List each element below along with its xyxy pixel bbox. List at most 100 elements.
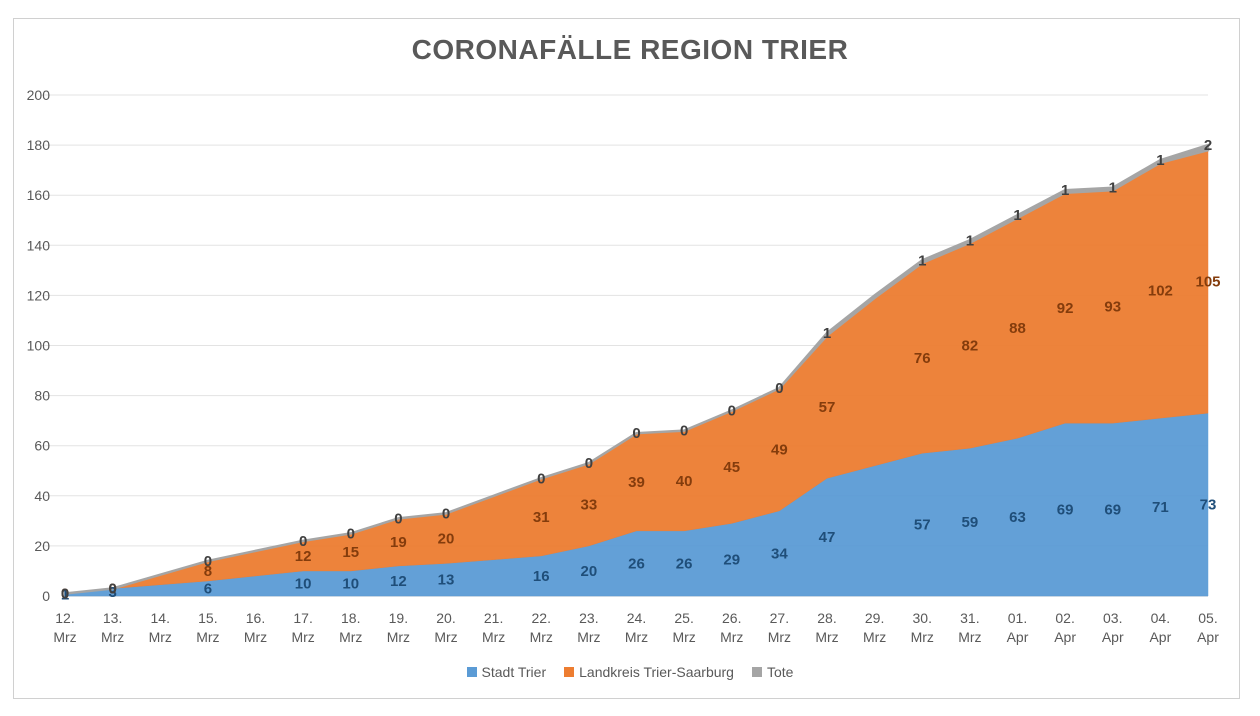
data-label: 3 — [108, 584, 116, 601]
y-tick-label: 80 — [34, 388, 50, 404]
data-label: 69 — [1057, 502, 1074, 519]
data-label: 0 — [680, 423, 688, 440]
data-label: 12 — [295, 548, 312, 565]
data-label: 0 — [108, 580, 116, 597]
data-label: 10 — [342, 575, 359, 592]
legend-item: Tote — [751, 664, 794, 680]
data-label: 73 — [1200, 497, 1217, 514]
legend-swatch — [751, 667, 762, 677]
legend-label: Tote — [766, 664, 794, 680]
y-tick-label: 60 — [34, 438, 50, 454]
data-label: 0 — [347, 525, 355, 542]
data-label: 1 — [1061, 182, 1069, 199]
data-label: 57 — [819, 399, 836, 416]
y-tick-label: 120 — [27, 287, 51, 303]
legend-item: Landkreis Trier-Saarburg — [564, 664, 734, 680]
data-label: 88 — [1009, 320, 1026, 337]
x-tick-label: 23. Mrz — [577, 610, 600, 645]
y-tick-label: 160 — [27, 187, 51, 203]
legend-swatch — [564, 667, 575, 677]
data-label: 12 — [390, 573, 407, 590]
x-tick-label: 31. Mrz — [958, 610, 981, 645]
data-label: 26 — [628, 555, 645, 572]
y-tick-label: 140 — [27, 237, 51, 253]
x-tick-label: 25. Mrz — [672, 610, 695, 645]
x-tick-label: 14. Mrz — [149, 610, 172, 645]
data-label: 76 — [914, 350, 931, 367]
data-label: 102 — [1148, 282, 1173, 299]
y-tick-label: 100 — [27, 338, 51, 354]
data-label: 33 — [581, 497, 598, 514]
data-label: 29 — [723, 552, 740, 569]
x-tick-label: 15. Mrz — [196, 610, 219, 645]
data-label: 0 — [585, 455, 593, 472]
legend-label: Stadt Trier — [481, 664, 547, 680]
x-tick-label: 02. Apr — [1054, 610, 1076, 645]
x-tick-label: 27. Mrz — [768, 610, 791, 645]
y-tick-label: 180 — [27, 137, 51, 153]
x-tick-label: 30. Mrz — [911, 610, 934, 645]
x-tick-label: 29. Mrz — [863, 610, 886, 645]
x-tick-label: 28. Mrz — [815, 610, 838, 645]
x-tick-label: 13. Mrz — [101, 610, 124, 645]
data-label: 31 — [533, 509, 550, 526]
x-axis-ticks: 12. Mrz 13. Mrz 14. Mrz 15. Mrz 16. Mrz 17. Mrz 18. M… — [53, 610, 1219, 645]
data-label: 2 — [1204, 137, 1212, 154]
data-label: 13 — [438, 572, 455, 589]
x-tick-label: 21. Mrz — [482, 610, 505, 645]
data-label: 92 — [1057, 300, 1074, 317]
data-label: 1 — [61, 587, 69, 604]
data-label: 57 — [914, 517, 931, 534]
data-label: 0 — [61, 585, 69, 602]
x-tick-label: 24. Mrz — [625, 610, 648, 645]
data-label: 6 — [204, 580, 212, 597]
x-tick-label: 22. Mrz — [530, 610, 553, 645]
data-label: 26 — [676, 555, 693, 572]
data-label: 1 — [918, 252, 926, 269]
x-tick-label: 17. Mrz — [291, 610, 314, 645]
data-label: 63 — [1009, 509, 1026, 526]
area-tote — [64, 143, 1210, 595]
data-label: 0 — [728, 403, 736, 420]
area-series — [64, 143, 1210, 597]
chart-title: CORONAFÄLLE REGION TRIER — [411, 34, 849, 65]
data-label: 47 — [819, 529, 836, 546]
data-label: 40 — [676, 473, 693, 490]
data-label: 20 — [438, 530, 455, 547]
legend: Stadt Trier Landkreis Trier-Saarburg Tote — [0, 664, 1260, 680]
data-label: 0 — [204, 553, 212, 570]
data-label: 1 — [1013, 207, 1021, 224]
data-label: 0 — [394, 510, 402, 527]
data-label: 59 — [962, 514, 979, 531]
y-tick-label: 200 — [27, 87, 51, 103]
y-axis-ticks: 0 20 40 60 80 100 120 140 160 180 200 — [27, 87, 51, 604]
y-tick-label: 40 — [34, 488, 50, 504]
data-label: 0 — [775, 380, 783, 397]
data-label: 0 — [537, 470, 545, 487]
x-tick-label: 03. Apr — [1102, 610, 1124, 645]
legend-label: Landkreis Trier-Saarburg — [579, 664, 734, 680]
data-label: 10 — [295, 575, 312, 592]
data-label: 0 — [442, 505, 450, 522]
x-tick-label: 01. Apr — [1007, 610, 1029, 645]
data-label: 16 — [533, 568, 550, 585]
data-label: 0 — [299, 533, 307, 550]
data-label: 105 — [1195, 274, 1220, 291]
data-label: 20 — [581, 563, 598, 580]
data-label: 1 — [1156, 152, 1164, 169]
data-label: 82 — [962, 338, 979, 355]
y-tick-label: 20 — [34, 538, 50, 554]
x-tick-label: 19. Mrz — [387, 610, 410, 645]
data-label: 0 — [108, 580, 116, 597]
x-tick-label: 18. Mrz — [339, 610, 362, 645]
x-tick-label: 20. Mrz — [434, 610, 457, 645]
data-label: 69 — [1104, 502, 1121, 519]
data-label: 1 — [823, 325, 831, 342]
data-label: 49 — [771, 441, 788, 458]
data-label: 45 — [723, 459, 740, 476]
x-tick-label: 05. Apr — [1197, 610, 1219, 645]
x-tick-label: 16. Mrz — [244, 610, 267, 645]
data-label: 19 — [390, 534, 407, 551]
